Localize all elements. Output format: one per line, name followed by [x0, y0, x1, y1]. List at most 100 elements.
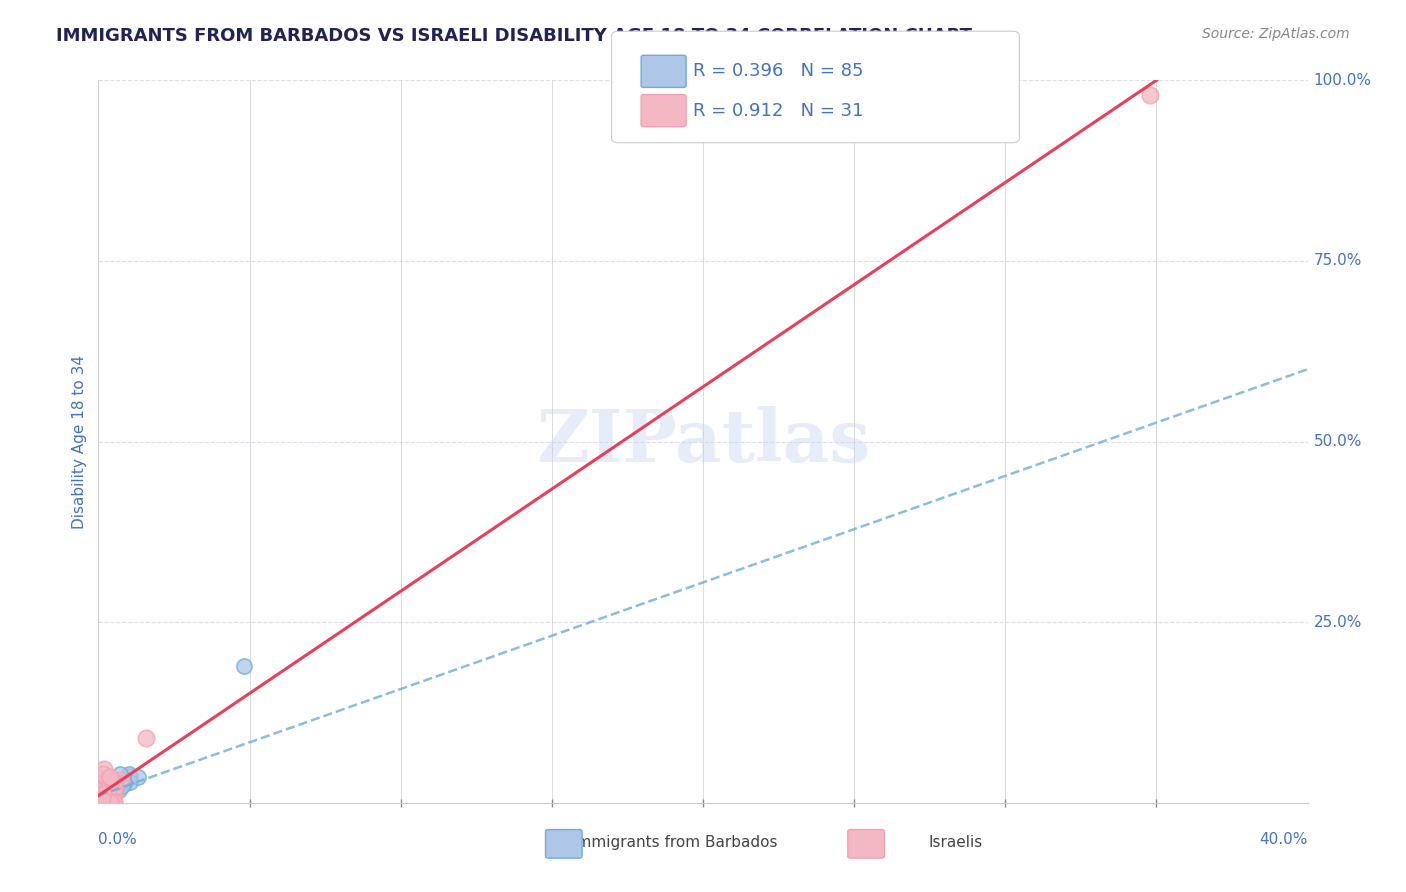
- Point: [89, 794, 111, 808]
- Point: [112, 775, 135, 789]
- Point: [108, 783, 131, 797]
- Point: [104, 782, 127, 797]
- Text: 0.0%: 0.0%: [98, 831, 138, 847]
- Point: [87, 789, 110, 803]
- Point: [89, 792, 111, 806]
- Point: [94, 783, 117, 797]
- Point: [94, 791, 117, 805]
- Point: [110, 780, 132, 794]
- Point: [100, 770, 122, 784]
- Point: [90, 783, 112, 797]
- Point: [90, 774, 112, 789]
- Text: 50.0%: 50.0%: [1313, 434, 1362, 449]
- Point: [97, 780, 120, 794]
- Point: [89, 791, 111, 805]
- Point: [93, 789, 115, 803]
- Point: [98, 786, 121, 800]
- Point: [90, 792, 112, 806]
- Point: [96, 789, 118, 803]
- Point: [103, 795, 125, 809]
- Point: [90, 794, 112, 808]
- Point: [103, 780, 125, 794]
- Point: [97, 786, 120, 800]
- Point: [89, 791, 111, 805]
- Point: [103, 795, 125, 809]
- Point: [91, 784, 114, 798]
- Text: ZIPatlas: ZIPatlas: [536, 406, 870, 477]
- Point: [97, 772, 120, 787]
- Point: [93, 777, 115, 791]
- Point: [87, 794, 110, 808]
- Point: [108, 767, 131, 781]
- Point: [87, 789, 110, 803]
- Text: IMMIGRANTS FROM BARBADOS VS ISRAELI DISABILITY AGE 18 TO 34 CORRELATION CHART: IMMIGRANTS FROM BARBADOS VS ISRAELI DISA…: [56, 27, 972, 45]
- Point: [94, 780, 117, 794]
- Point: [101, 776, 124, 790]
- Point: [94, 781, 117, 796]
- Point: [89, 784, 111, 798]
- Point: [232, 658, 254, 673]
- Point: [90, 787, 112, 801]
- Point: [87, 793, 110, 807]
- Point: [101, 786, 124, 800]
- Point: [105, 780, 128, 794]
- Point: [90, 788, 112, 802]
- Point: [94, 793, 117, 807]
- Point: [90, 787, 112, 801]
- Text: Source: ZipAtlas.com: Source: ZipAtlas.com: [1202, 27, 1350, 41]
- Point: [91, 788, 114, 802]
- Point: [89, 788, 111, 802]
- Point: [93, 762, 115, 776]
- Point: [135, 731, 157, 745]
- Point: [98, 789, 121, 803]
- Point: [91, 788, 114, 802]
- Point: [98, 782, 121, 797]
- Point: [118, 767, 141, 781]
- Point: [89, 795, 111, 809]
- Point: [89, 789, 111, 803]
- Point: [96, 785, 118, 799]
- Point: [96, 788, 118, 802]
- Point: [93, 791, 115, 805]
- Point: [90, 786, 112, 800]
- Point: [89, 789, 111, 804]
- Text: Israelis: Israelis: [929, 836, 983, 850]
- Text: 75.0%: 75.0%: [1313, 253, 1362, 268]
- Point: [1139, 87, 1161, 102]
- Point: [100, 795, 122, 809]
- Text: 100.0%: 100.0%: [1313, 73, 1372, 87]
- Point: [87, 789, 110, 803]
- Point: [104, 780, 127, 795]
- Point: [97, 784, 120, 798]
- Y-axis label: Disability Age 18 to 34: Disability Age 18 to 34: [72, 354, 87, 529]
- Text: R = 0.396   N = 85: R = 0.396 N = 85: [693, 62, 863, 80]
- Point: [89, 788, 111, 802]
- Point: [90, 795, 112, 809]
- Point: [87, 771, 110, 785]
- Text: R = 0.912   N = 31: R = 0.912 N = 31: [693, 102, 863, 120]
- Point: [96, 780, 118, 795]
- Text: 25.0%: 25.0%: [1313, 615, 1362, 630]
- Point: [93, 789, 115, 803]
- Point: [103, 774, 125, 789]
- Point: [93, 795, 115, 809]
- Point: [114, 772, 136, 786]
- Point: [98, 786, 121, 800]
- Text: 40.0%: 40.0%: [1260, 831, 1308, 847]
- Point: [89, 789, 111, 804]
- Point: [91, 790, 114, 805]
- Point: [101, 784, 124, 798]
- Point: [101, 779, 124, 793]
- Point: [91, 795, 114, 809]
- Point: [87, 794, 110, 808]
- Point: [101, 784, 124, 798]
- Point: [96, 787, 118, 801]
- Point: [93, 790, 115, 805]
- Point: [120, 775, 142, 789]
- Point: [91, 793, 114, 807]
- Point: [90, 795, 112, 809]
- Point: [110, 772, 132, 787]
- Point: [89, 788, 111, 802]
- Point: [91, 790, 114, 805]
- Point: [87, 787, 110, 801]
